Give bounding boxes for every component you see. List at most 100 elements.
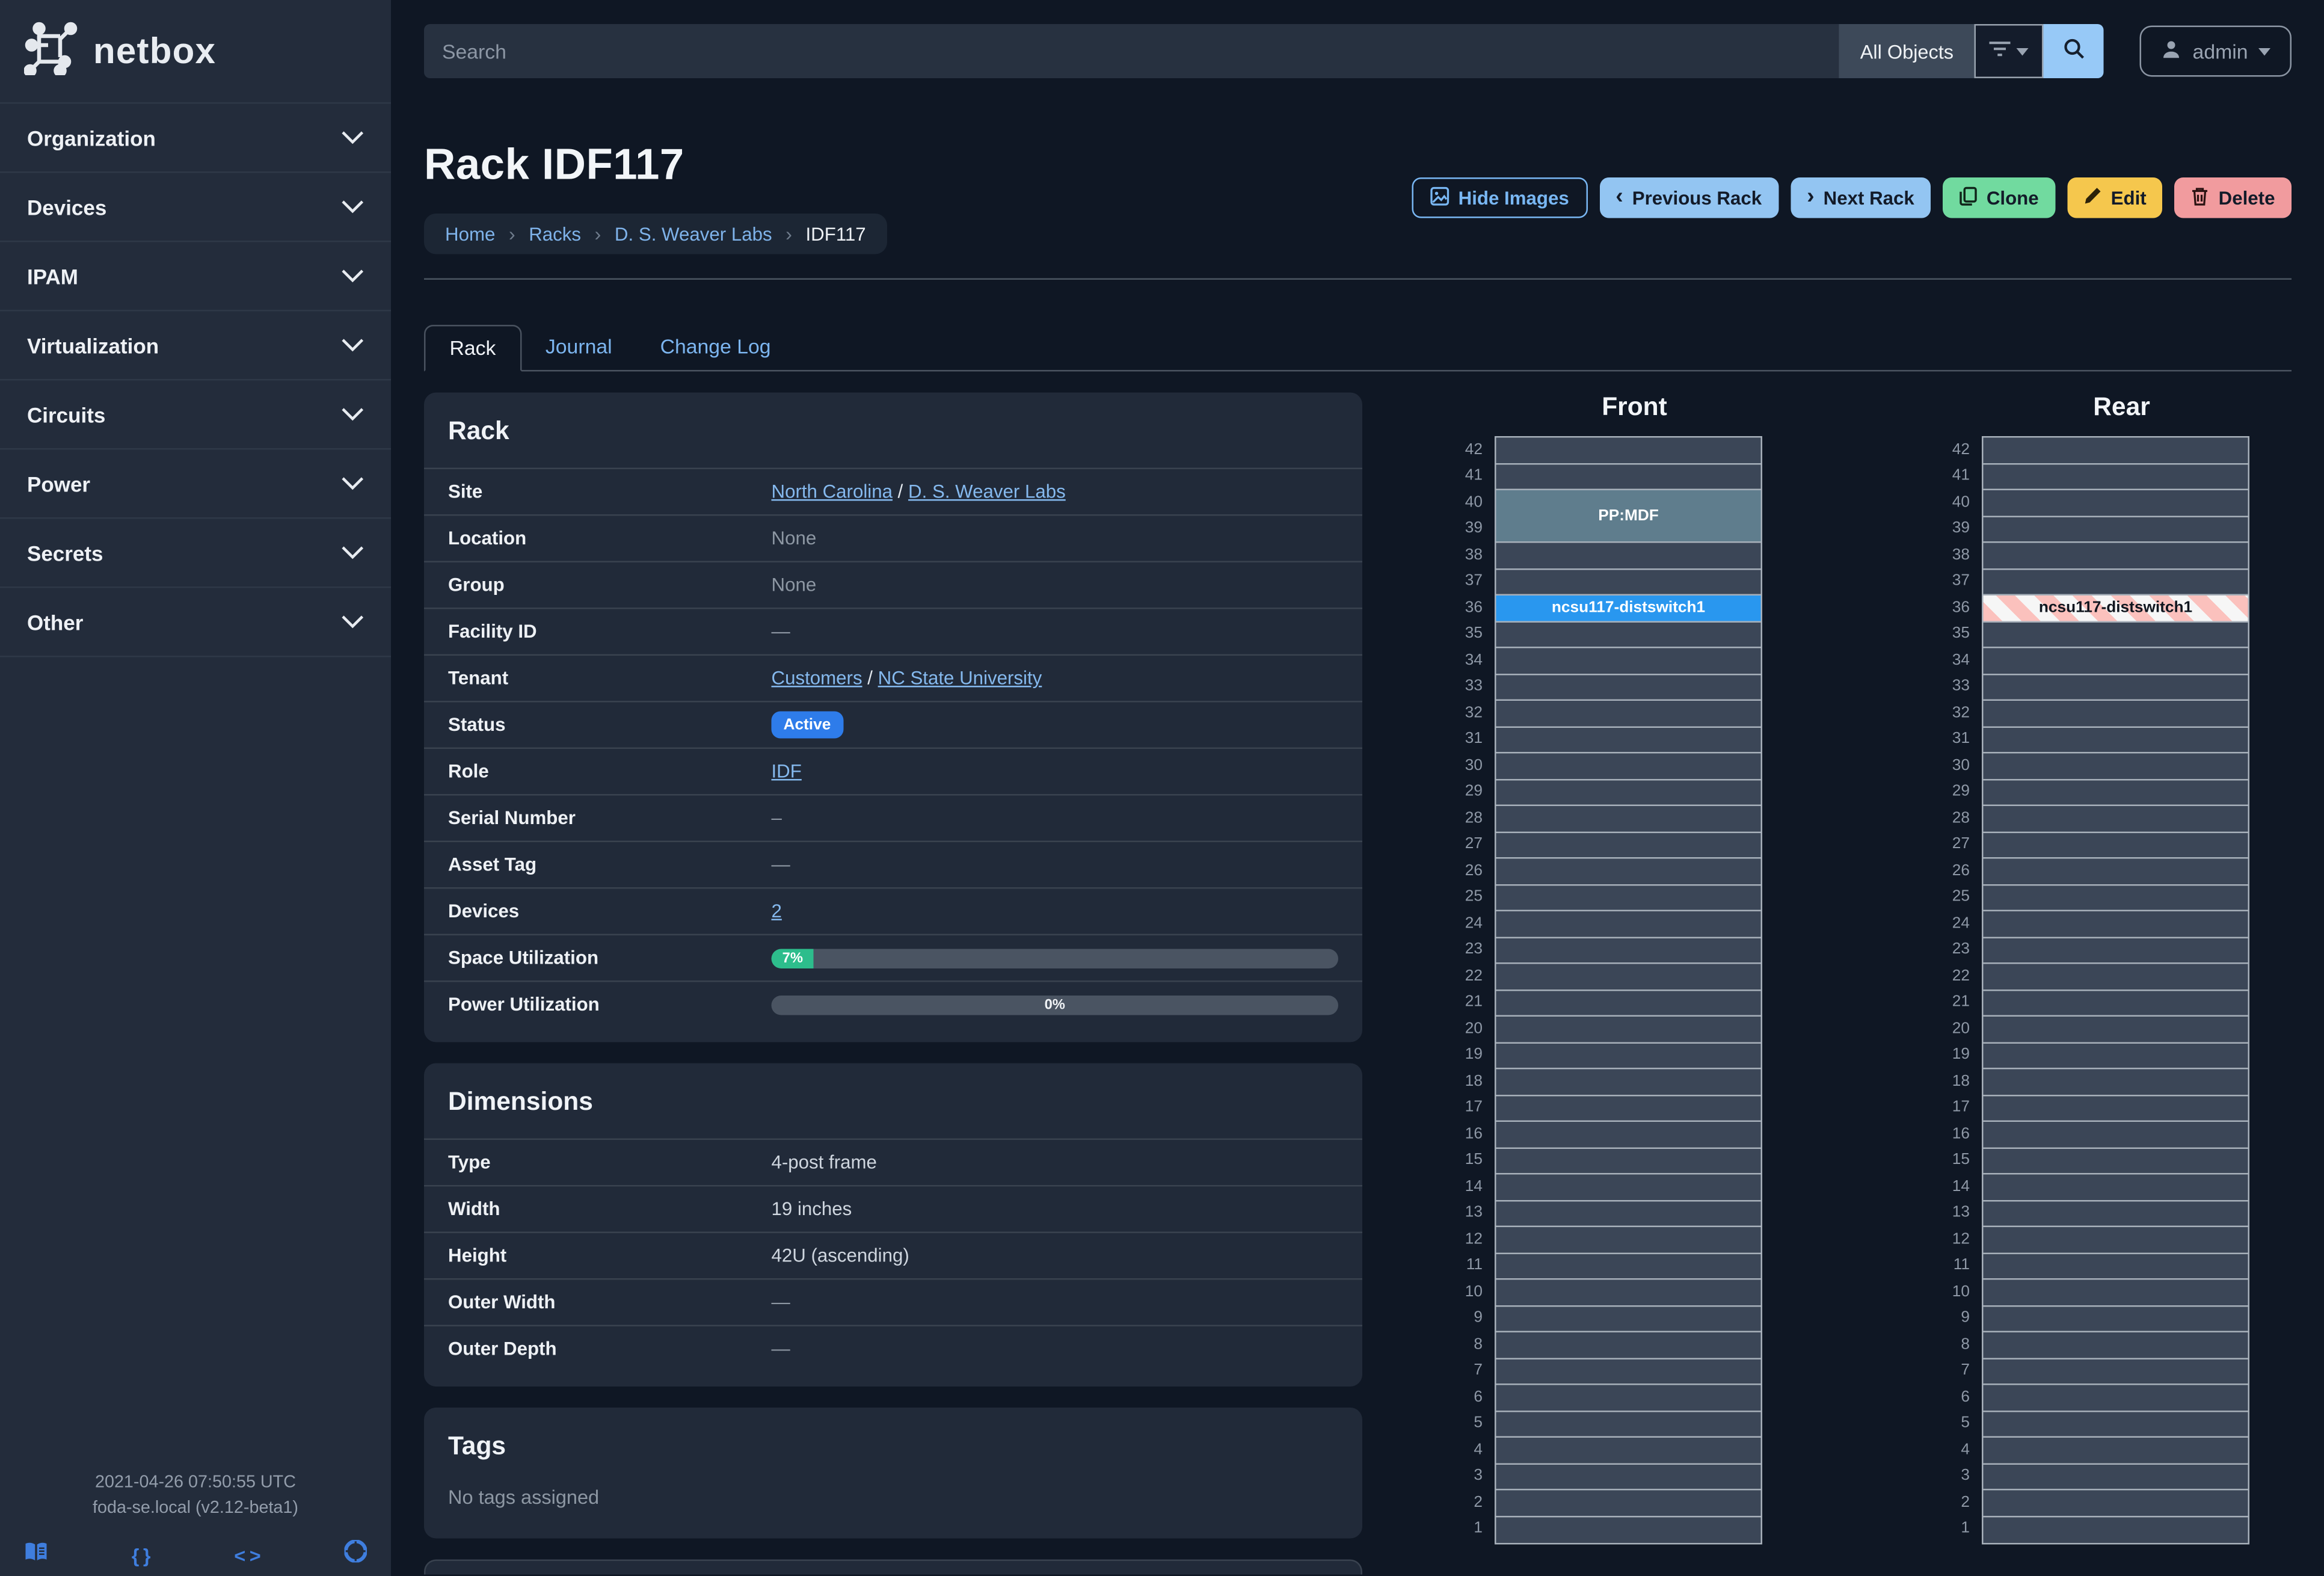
rack-unit-slot[interactable] bbox=[1983, 1201, 2248, 1227]
rack-unit-slot[interactable] bbox=[1983, 806, 2248, 833]
help-icon[interactable] bbox=[343, 1539, 367, 1570]
rack-unit-slot[interactable] bbox=[1496, 1227, 1761, 1254]
rack-unit-slot[interactable] bbox=[1983, 701, 2248, 727]
rack-unit-slot[interactable] bbox=[1496, 753, 1761, 780]
link-north-carolina[interactable]: North Carolina bbox=[771, 481, 893, 502]
previous-rack-button[interactable]: ‹ Previous Rack bbox=[1599, 177, 1778, 218]
sidebar-item-circuits[interactable]: Circuits bbox=[0, 381, 391, 450]
rack-unit-slot[interactable] bbox=[1983, 990, 2248, 1017]
rack-unit-slot[interactable] bbox=[1496, 1306, 1761, 1332]
rack-unit-slot[interactable] bbox=[1496, 648, 1761, 675]
rack-unit-slot[interactable] bbox=[1983, 490, 2248, 517]
rack-unit-slot[interactable] bbox=[1496, 937, 1761, 964]
sidebar-item-other[interactable]: Other bbox=[0, 588, 391, 657]
breadcrumb-racks[interactable]: Racks bbox=[529, 223, 582, 245]
rack-unit-slot[interactable] bbox=[1496, 1253, 1761, 1280]
edit-button[interactable]: Edit bbox=[2067, 177, 2163, 218]
rack-unit-slot[interactable] bbox=[1983, 1122, 2248, 1148]
rack-unit-slot[interactable] bbox=[1496, 1174, 1761, 1201]
rack-unit-slot[interactable] bbox=[1496, 1069, 1761, 1096]
rack-unit-slot[interactable] bbox=[1496, 701, 1761, 727]
rack-unit-slot[interactable] bbox=[1983, 727, 2248, 754]
rack-unit-slot[interactable] bbox=[1496, 1385, 1761, 1412]
code-icon[interactable]: < > bbox=[234, 1544, 261, 1566]
rack-unit-slot[interactable] bbox=[1496, 1122, 1761, 1148]
rack-unit-slot[interactable] bbox=[1983, 1516, 2248, 1543]
clone-button[interactable]: Clone bbox=[1943, 177, 2056, 218]
rack-unit-slot[interactable] bbox=[1983, 1095, 2248, 1122]
rack-unit-slot[interactable] bbox=[1983, 1227, 2248, 1254]
sidebar-item-virtualization[interactable]: Virtualization bbox=[0, 312, 391, 381]
rack-unit-slot[interactable] bbox=[1496, 1042, 1761, 1070]
rack-unit-slot[interactable] bbox=[1983, 858, 2248, 885]
rack-unit-slot[interactable] bbox=[1496, 858, 1761, 885]
tab-journal[interactable]: Journal bbox=[545, 335, 612, 359]
rack-unit-slot[interactable] bbox=[1496, 1358, 1761, 1385]
rack-unit-slot[interactable] bbox=[1983, 516, 2248, 543]
rack-unit-slot[interactable] bbox=[1496, 780, 1761, 806]
rack-unit-slot[interactable] bbox=[1983, 1332, 2248, 1359]
link-customers[interactable]: Customers bbox=[771, 668, 862, 689]
rack-unit-slot[interactable] bbox=[1496, 1201, 1761, 1227]
user-menu-button[interactable]: admin bbox=[2140, 25, 2292, 77]
rack-unit-slot[interactable] bbox=[1496, 727, 1761, 754]
rack-unit-slot[interactable] bbox=[1983, 911, 2248, 938]
search-scope[interactable]: All Objects bbox=[1839, 24, 1975, 78]
rest-api-icon[interactable]: { } bbox=[131, 1544, 151, 1566]
rack-unit-slot[interactable] bbox=[1496, 1438, 1761, 1464]
rack-unit-slot[interactable] bbox=[1496, 806, 1761, 833]
rack-unit-slot[interactable] bbox=[1496, 990, 1761, 1017]
delete-button[interactable]: Delete bbox=[2175, 177, 2292, 218]
rack-unit-slot[interactable] bbox=[1496, 464, 1761, 490]
rack-unit-slot[interactable] bbox=[1983, 780, 2248, 806]
rack-device-pp-mdf[interactable]: PP:MDF bbox=[1496, 490, 1761, 543]
rack-unit-slot[interactable] bbox=[1983, 1385, 2248, 1412]
rack-unit-slot[interactable] bbox=[1496, 569, 1761, 596]
rack-unit-slot[interactable] bbox=[1496, 1095, 1761, 1122]
rack-unit-slot[interactable] bbox=[1983, 832, 2248, 859]
rack-unit-slot[interactable] bbox=[1983, 543, 2248, 570]
rack-unit-slot[interactable] bbox=[1496, 543, 1761, 570]
link-idf[interactable]: IDF bbox=[771, 761, 802, 782]
link-d-s-weaver-labs[interactable]: D. S. Weaver Labs bbox=[908, 481, 1066, 502]
sidebar-item-devices[interactable]: Devices bbox=[0, 173, 391, 242]
rack-unit-slot[interactable] bbox=[1496, 674, 1761, 701]
rack-unit-slot[interactable] bbox=[1983, 1358, 2248, 1385]
rack-unit-slot[interactable] bbox=[1983, 1148, 2248, 1175]
next-rack-button[interactable]: › Next Rack bbox=[1790, 177, 1931, 218]
rack-unit-slot[interactable] bbox=[1496, 885, 1761, 911]
rack-unit-slot[interactable] bbox=[1983, 885, 2248, 911]
rack-unit-slot[interactable] bbox=[1496, 1490, 1761, 1517]
rack-unit-slot[interactable] bbox=[1983, 1253, 2248, 1280]
rack-unit-slot[interactable] bbox=[1496, 1411, 1761, 1438]
rack-unit-slot[interactable] bbox=[1496, 1332, 1761, 1359]
rack-unit-slot[interactable] bbox=[1983, 1017, 2248, 1043]
rack-unit-slot[interactable] bbox=[1496, 437, 1761, 464]
brand[interactable]: netbox bbox=[0, 0, 391, 102]
rack-unit-slot[interactable] bbox=[1983, 621, 2248, 648]
search-filter-button[interactable] bbox=[1975, 24, 2044, 78]
sidebar-item-secrets[interactable]: Secrets bbox=[0, 519, 391, 588]
rack-unit-slot[interactable] bbox=[1983, 1174, 2248, 1201]
rack-device-ncsu117-distswitch1[interactable]: ncsu117-distswitch1 bbox=[1983, 596, 2248, 622]
rack-unit-slot[interactable] bbox=[1496, 1148, 1761, 1175]
rack-unit-slot[interactable] bbox=[1496, 1516, 1761, 1543]
rack-unit-slot[interactable] bbox=[1983, 437, 2248, 464]
rack-unit-slot[interactable] bbox=[1496, 621, 1761, 648]
rack-unit-slot[interactable] bbox=[1983, 1464, 2248, 1491]
rack-unit-slot[interactable] bbox=[1983, 1490, 2248, 1517]
rack-unit-slot[interactable] bbox=[1983, 1042, 2248, 1070]
rack-unit-slot[interactable] bbox=[1983, 1438, 2248, 1464]
link-nc-state-university[interactable]: NC State University bbox=[878, 668, 1042, 689]
tab-change-log[interactable]: Change Log bbox=[660, 335, 771, 359]
sidebar-item-organization[interactable]: Organization bbox=[0, 104, 391, 173]
rack-unit-slot[interactable] bbox=[1983, 674, 2248, 701]
search-button[interactable] bbox=[2044, 24, 2104, 78]
link-2[interactable]: 2 bbox=[771, 900, 782, 922]
rack-unit-slot[interactable] bbox=[1983, 1069, 2248, 1096]
rack-unit-slot[interactable] bbox=[1496, 832, 1761, 859]
rack-unit-slot[interactable] bbox=[1983, 1411, 2248, 1438]
rack-unit-slot[interactable] bbox=[1496, 964, 1761, 991]
breadcrumb-d-s-weaver-labs[interactable]: D. S. Weaver Labs bbox=[614, 223, 772, 245]
sidebar-item-ipam[interactable]: IPAM bbox=[0, 242, 391, 312]
